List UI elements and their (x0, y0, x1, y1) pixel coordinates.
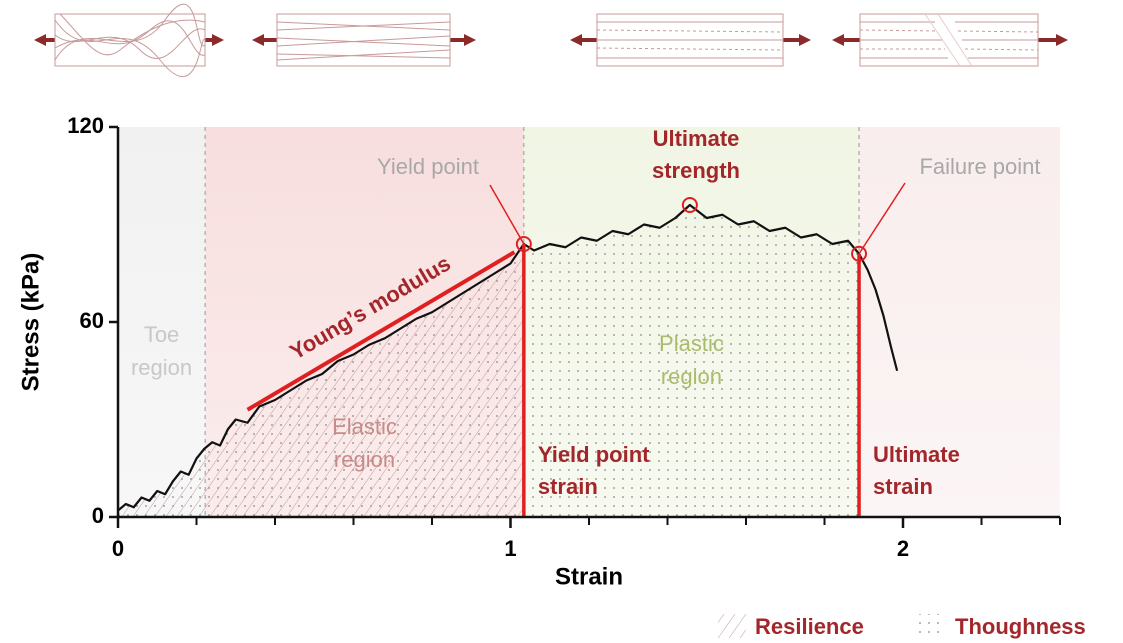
y-tick-label: 0 (92, 503, 104, 528)
point-label-line: Yield point (377, 154, 479, 179)
region-label-line: Toe (144, 322, 179, 347)
region-label-line: Elastic (332, 414, 397, 439)
strain-label-line: Yield point (538, 442, 650, 467)
x-tick-label: 2 (897, 536, 909, 561)
fiber-diagrams (40, 4, 1062, 76)
legend-swatch (718, 614, 746, 638)
legend-swatch (918, 614, 946, 638)
strain-label-line: strain (873, 474, 933, 499)
point-label-line: Failure point (919, 154, 1040, 179)
x-tick-label: 1 (504, 536, 516, 561)
x-tick-label: 0 (112, 536, 124, 561)
region-label-line: region (661, 364, 722, 389)
legend-label: Thoughness (955, 614, 1086, 639)
point-label-line: strength (652, 158, 740, 183)
y-axis-label: Stress (kPa) (17, 253, 44, 392)
region-label-line: region (334, 447, 395, 472)
point-label: Failure point (919, 154, 1040, 179)
page: {"chart_data": { "type": "line", "x_labe… (0, 0, 1123, 643)
point-label-line: Ultimate (653, 126, 740, 151)
x-axis-label: Strain (555, 563, 623, 590)
region-label-line: Plastic (659, 331, 724, 356)
y-tick-label: 60 (80, 308, 104, 333)
strain-label-line: strain (538, 474, 598, 499)
point-label: Yield point (377, 154, 479, 179)
region-label-line: region (131, 355, 192, 380)
y-tick-label: 120 (67, 113, 104, 138)
legend-label: Resilience (755, 614, 864, 639)
strain-label-line: Ultimate (873, 442, 960, 467)
chart: Stress (kPa) Strain Toe region Elastic regi… (0, 0, 1123, 643)
